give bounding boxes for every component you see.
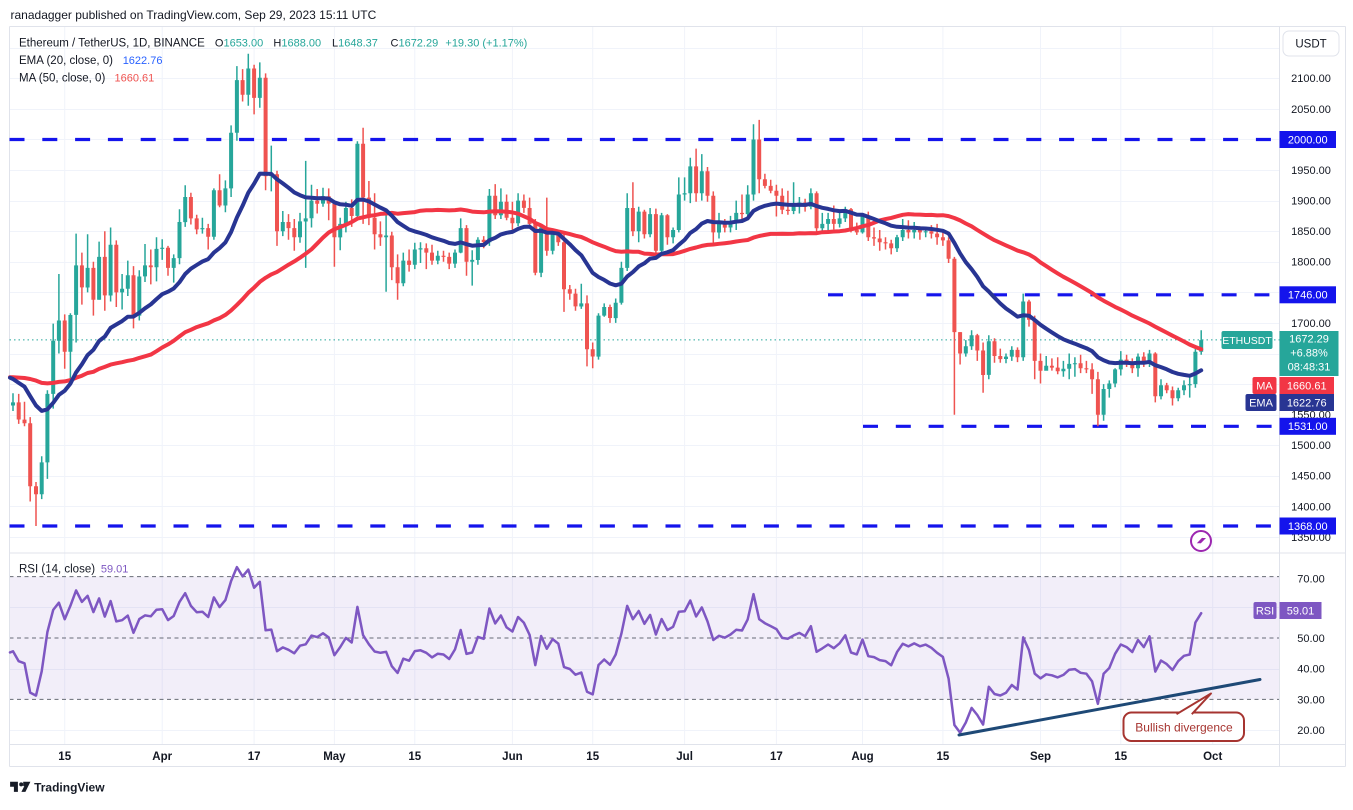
svg-text:ranadagger published on Tradin: ranadagger published on TradingView.com,…: [11, 8, 377, 22]
svg-text:1672.29: 1672.29: [1289, 333, 1329, 345]
svg-text:70.00: 70.00: [1297, 574, 1325, 586]
svg-text:Apr: Apr: [152, 751, 172, 763]
svg-text:1350.00: 1350.00: [1291, 532, 1331, 544]
svg-text:15: 15: [937, 751, 950, 763]
svg-text:1850.00: 1850.00: [1291, 226, 1331, 238]
svg-text:Sep: Sep: [1030, 751, 1051, 763]
svg-text:ETHUSDT: ETHUSDT: [1222, 335, 1272, 347]
svg-text:O1653.00: O1653.00: [215, 37, 263, 49]
svg-text:59.01: 59.01: [101, 563, 129, 575]
svg-text:TradingView: TradingView: [34, 781, 105, 795]
svg-text:2050.00: 2050.00: [1291, 104, 1331, 116]
svg-text:1531.00: 1531.00: [1288, 421, 1328, 433]
svg-text:+6.88%: +6.88%: [1290, 347, 1328, 359]
svg-text:Oct: Oct: [1203, 751, 1222, 763]
svg-text:15: 15: [58, 751, 71, 763]
svg-text:2100.00: 2100.00: [1291, 73, 1331, 85]
svg-text:59.01: 59.01: [1287, 605, 1315, 617]
svg-text:08:48:31: 08:48:31: [1288, 361, 1331, 373]
svg-text:1368.00: 1368.00: [1288, 521, 1328, 533]
svg-text:L1648.37: L1648.37: [332, 37, 378, 49]
svg-text:17: 17: [770, 751, 783, 763]
svg-text:15: 15: [408, 751, 421, 763]
svg-text:USDT: USDT: [1295, 38, 1326, 50]
svg-text:20.00: 20.00: [1297, 725, 1325, 737]
svg-text:RSI: RSI: [1256, 605, 1274, 617]
svg-text:Bullish divergence: Bullish divergence: [1135, 720, 1233, 734]
svg-text:17: 17: [248, 751, 261, 763]
svg-text:+19.30 (+1.17%): +19.30 (+1.17%): [445, 37, 527, 49]
svg-text:1700.00: 1700.00: [1291, 318, 1331, 330]
svg-text:1950.00: 1950.00: [1291, 165, 1331, 177]
svg-text:C1672.29: C1672.29: [391, 37, 439, 49]
svg-text:30.00: 30.00: [1297, 694, 1325, 706]
svg-text:RSI (14, close): RSI (14, close): [19, 563, 95, 575]
svg-text:Jun: Jun: [502, 751, 522, 763]
svg-text:1500.00: 1500.00: [1291, 440, 1331, 452]
svg-text:1622.76: 1622.76: [123, 55, 163, 67]
svg-text:MA (50, close, 0): MA (50, close, 0): [19, 72, 105, 84]
svg-text:40.00: 40.00: [1297, 664, 1325, 676]
svg-text:2000.00: 2000.00: [1288, 134, 1328, 146]
svg-text:15: 15: [1114, 751, 1127, 763]
svg-text:1900.00: 1900.00: [1291, 196, 1331, 208]
svg-text:EMA (20, close, 0): EMA (20, close, 0): [19, 55, 113, 67]
svg-text:1660.61: 1660.61: [115, 72, 155, 84]
svg-text:1450.00: 1450.00: [1291, 471, 1331, 483]
svg-text:Jul: Jul: [676, 751, 693, 763]
svg-text:1400.00: 1400.00: [1291, 501, 1331, 513]
svg-text:1746.00: 1746.00: [1288, 290, 1328, 302]
svg-text:Ethereum / TetherUS, 1D, BINAN: Ethereum / TetherUS, 1D, BINANCE: [19, 37, 205, 49]
svg-text:1800.00: 1800.00: [1291, 257, 1331, 269]
svg-text:1660.61: 1660.61: [1287, 380, 1327, 392]
svg-text:H1688.00: H1688.00: [273, 37, 321, 49]
svg-text:1622.76: 1622.76: [1287, 397, 1327, 409]
svg-text:MA: MA: [1256, 380, 1273, 392]
svg-text:50.00: 50.00: [1297, 633, 1325, 645]
svg-text:Aug: Aug: [851, 751, 873, 763]
svg-text:May: May: [323, 751, 346, 763]
svg-text:15: 15: [586, 751, 599, 763]
svg-text:EMA: EMA: [1249, 397, 1274, 409]
